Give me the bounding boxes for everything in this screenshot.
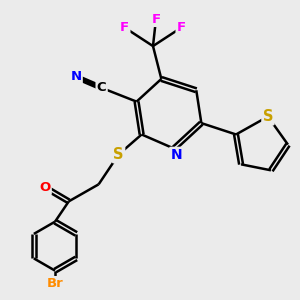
Text: F: F (177, 21, 186, 34)
Text: N: N (170, 148, 182, 162)
Text: Br: Br (47, 277, 63, 290)
Text: F: F (120, 21, 129, 34)
Text: N: N (70, 70, 82, 83)
Text: S: S (113, 147, 124, 162)
Text: S: S (263, 109, 273, 124)
Text: O: O (39, 181, 50, 194)
Text: C: C (97, 81, 106, 94)
Text: F: F (152, 13, 160, 26)
